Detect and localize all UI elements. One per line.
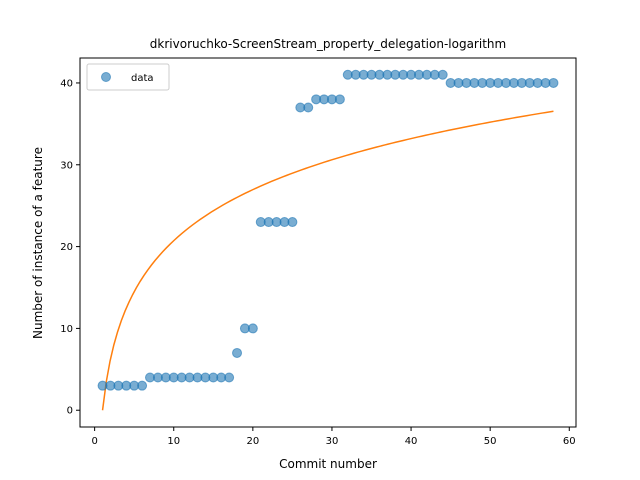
data-point: [224, 372, 235, 383]
y-tick-label: 30: [60, 160, 73, 171]
x-axis-label: Commit number: [279, 457, 377, 471]
y-tick-label: 10: [60, 324, 73, 335]
data-point: [437, 69, 448, 80]
data-point: [334, 94, 345, 105]
y-axis-ticks: 0 10 20 30 40: [60, 78, 80, 417]
legend-frame: [86, 63, 170, 91]
x-tick-label: 60: [563, 436, 576, 447]
x-tick-label: 50: [484, 436, 497, 447]
data-point: [303, 102, 314, 113]
y-tick-label: 0: [67, 406, 73, 417]
x-tick-label: 0: [91, 436, 97, 447]
chart-title: dkrivoruchko-ScreenStream_property_deleg…: [150, 37, 506, 51]
x-axis-ticks: 0 10 20 30 40 50 60: [91, 427, 576, 447]
fit-line: [101, 110, 554, 411]
y-axis-label: Number of instance of a feature: [31, 147, 45, 339]
data-point: [287, 217, 298, 228]
y-tick-label: 40: [60, 78, 73, 89]
legend-label-data: data: [131, 73, 154, 84]
x-tick-label: 40: [405, 436, 418, 447]
data-point: [232, 347, 243, 358]
legend-marker-data: [101, 72, 111, 82]
data-point: [137, 380, 148, 391]
y-tick-label: 20: [60, 242, 73, 253]
legend: data: [86, 63, 170, 91]
data-point: [548, 77, 559, 88]
data-point: [247, 323, 258, 334]
axes-frame: [79, 57, 577, 428]
plot-area: [97, 69, 559, 411]
x-tick-label: 30: [326, 436, 339, 447]
x-tick-label: 10: [167, 436, 180, 447]
x-tick-label: 20: [246, 436, 259, 447]
